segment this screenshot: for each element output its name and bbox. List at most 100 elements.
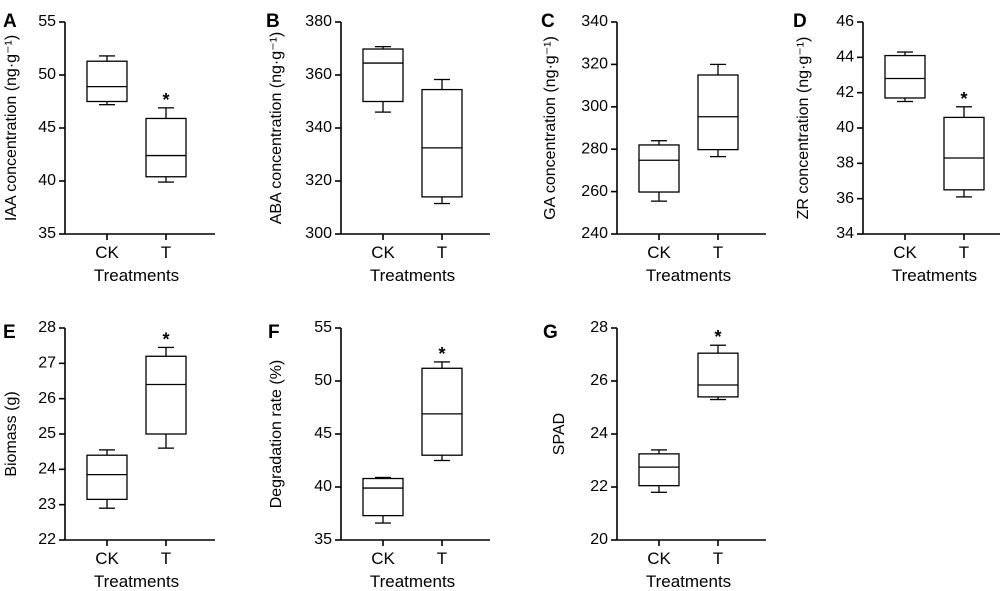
category-label: CK bbox=[893, 243, 917, 262]
panel-B: B 300 320 340 360 380 ABA concentration (ng·g⁻… bbox=[266, 11, 490, 285]
y-tick-label: 36 bbox=[836, 190, 854, 207]
y-tick-label: 300 bbox=[305, 225, 332, 242]
box-ck bbox=[638, 140, 680, 202]
iqr-box bbox=[943, 116, 985, 191]
box-t: * bbox=[145, 329, 187, 449]
y-tick-label: 380 bbox=[305, 13, 332, 30]
x-axis-title: Treatments bbox=[94, 572, 179, 591]
iqr-box bbox=[638, 144, 680, 193]
category-label: CK bbox=[95, 243, 119, 262]
y-tick-label: 50 bbox=[38, 66, 56, 83]
y-tick-label: 300 bbox=[581, 98, 608, 115]
y-tick-label: 55 bbox=[38, 13, 56, 30]
y-tick-label: 46 bbox=[836, 13, 854, 30]
box-t: * bbox=[697, 327, 739, 401]
panel-E: E 22 23 24 25 26 27 28 Biomass (g) CK T * Treatments bbox=[3, 319, 215, 591]
y-tick-label: 240 bbox=[581, 225, 608, 242]
y-tick-label: 22 bbox=[38, 531, 56, 548]
panel-A: A 35 40 45 50 55 IAA concentration (ng·g⁻¹) CK T… bbox=[3, 11, 215, 285]
category-label: CK bbox=[371, 243, 395, 262]
y-tick-label: 35 bbox=[314, 531, 332, 548]
y-tick-label: 45 bbox=[314, 425, 332, 442]
y-tick-label: 320 bbox=[581, 56, 608, 73]
category-label: T bbox=[437, 549, 447, 568]
significance-star: * bbox=[714, 327, 721, 347]
box-ck bbox=[884, 51, 926, 103]
y-tick-label: 28 bbox=[38, 319, 56, 336]
y-tick-label: 23 bbox=[38, 496, 56, 513]
panel-label: F bbox=[268, 322, 280, 343]
box-ck bbox=[362, 45, 404, 113]
iqr-box bbox=[421, 367, 463, 456]
iqr-box bbox=[145, 117, 187, 178]
y-tick-label: 38 bbox=[836, 155, 854, 172]
significance-star: * bbox=[438, 344, 445, 364]
box-ck bbox=[638, 449, 680, 493]
category-label: T bbox=[161, 243, 171, 262]
y-tick-label: 340 bbox=[581, 13, 608, 30]
category-label: CK bbox=[647, 243, 671, 262]
panel-label: C bbox=[541, 11, 555, 32]
y-tick-label: 45 bbox=[38, 119, 56, 136]
significance-star: * bbox=[162, 90, 169, 110]
category-label: T bbox=[437, 243, 447, 262]
y-axis-title: IAA concentration (ng·g⁻¹) bbox=[3, 35, 20, 221]
panel-label: E bbox=[3, 322, 16, 343]
y-tick-label: 340 bbox=[305, 119, 332, 136]
x-axis-title: Treatments bbox=[646, 266, 731, 285]
y-tick-label: 35 bbox=[38, 225, 56, 242]
y-tick-label: 320 bbox=[305, 172, 332, 189]
panel-label: G bbox=[543, 322, 558, 343]
y-tick-label: 40 bbox=[314, 478, 332, 495]
category-label: CK bbox=[95, 549, 119, 568]
x-axis-title: Treatments bbox=[646, 572, 731, 591]
iqr-box bbox=[421, 88, 463, 198]
y-tick-label: 24 bbox=[590, 425, 608, 442]
iqr-box bbox=[697, 74, 739, 151]
significance-star: * bbox=[960, 89, 967, 109]
x-axis-title: Treatments bbox=[892, 266, 977, 285]
panel-C: C 240 260 280 300 320 340 GA concentration (ng·… bbox=[541, 11, 766, 285]
y-axis-title: Biomass (g) bbox=[3, 391, 20, 476]
y-axis-title: Degradation rate (%) bbox=[268, 360, 285, 509]
y-axis-title: ZR concentration (ng·g⁻¹) bbox=[795, 37, 812, 220]
y-axis-title: GA concentration (ng·g⁻¹) bbox=[542, 36, 559, 220]
y-tick-label: 25 bbox=[38, 425, 56, 442]
y-tick-label: 55 bbox=[314, 319, 332, 336]
iqr-box bbox=[362, 48, 404, 103]
box-ck bbox=[362, 476, 404, 524]
y-tick-label: 40 bbox=[836, 119, 854, 136]
panel-label: A bbox=[3, 11, 17, 32]
iqr-box bbox=[638, 453, 680, 487]
y-tick-label: 50 bbox=[314, 372, 332, 389]
y-tick-label: 40 bbox=[38, 172, 56, 189]
iqr-box bbox=[145, 355, 187, 435]
y-axis-title: SPAD bbox=[551, 413, 568, 455]
y-tick-label: 22 bbox=[590, 478, 608, 495]
y-tick-label: 34 bbox=[836, 225, 854, 242]
y-tick-label: 26 bbox=[38, 390, 56, 407]
box-t bbox=[697, 63, 739, 158]
panel-label: B bbox=[266, 11, 280, 32]
y-tick-label: 360 bbox=[305, 66, 332, 83]
y-tick-label: 28 bbox=[590, 319, 608, 336]
category-label: CK bbox=[371, 549, 395, 568]
panel-label: D bbox=[793, 11, 807, 32]
significance-star: * bbox=[162, 329, 169, 349]
y-tick-label: 280 bbox=[581, 140, 608, 157]
y-tick-label: 27 bbox=[38, 355, 56, 372]
iqr-box bbox=[884, 54, 926, 99]
category-label: T bbox=[713, 549, 723, 568]
x-axis-title: Treatments bbox=[94, 266, 179, 285]
x-axis-title: Treatments bbox=[370, 266, 455, 285]
panel-D: D 34 36 38 40 42 44 46 ZR concentration (ng·g⁻¹)… bbox=[793, 11, 1000, 285]
x-axis-title: Treatments bbox=[370, 572, 455, 591]
y-tick-label: 20 bbox=[590, 531, 608, 548]
category-label: T bbox=[959, 243, 969, 262]
box-t: * bbox=[145, 90, 187, 183]
iqr-box bbox=[362, 477, 404, 517]
box-t bbox=[421, 78, 463, 205]
box-ck bbox=[86, 55, 128, 106]
panel-F: F 35 40 45 50 55 Degradation rate (%) CK T * Treat… bbox=[268, 319, 490, 591]
